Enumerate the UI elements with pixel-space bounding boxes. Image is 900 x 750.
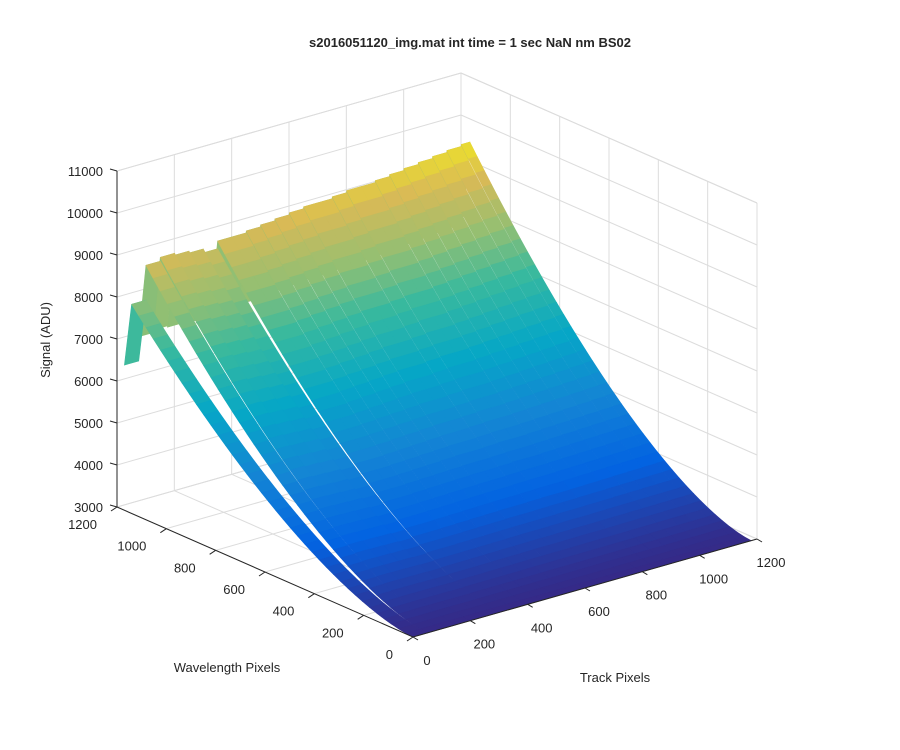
- z-tick-label: 9000: [74, 248, 103, 263]
- z-tick-label: 3000: [74, 500, 103, 515]
- y-tick-label: 1200: [68, 517, 97, 532]
- y-tick-label: 800: [174, 560, 196, 575]
- box-edge: [116, 72, 462, 172]
- x-tick-mark: [584, 587, 591, 592]
- z-tick-mark: [109, 378, 118, 382]
- x-tick-label: 1000: [699, 571, 728, 586]
- chart-title: s2016051120_img.mat int time = 1 sec NaN…: [309, 35, 631, 50]
- box-edge: [460, 72, 758, 204]
- z-tick-mark: [109, 420, 118, 424]
- z-tick-mark: [109, 210, 118, 214]
- x-tick-label: 1200: [757, 555, 786, 570]
- y-tick-mark: [406, 636, 414, 642]
- x-tick-mark: [699, 554, 705, 559]
- x-tick-label: 200: [473, 637, 495, 652]
- z-tick-mark: [109, 336, 118, 340]
- z-tick-label: 6000: [74, 374, 103, 389]
- y-tick-mark: [110, 506, 118, 512]
- tick-labels: 0 200 400 600 800 1000 1200 0 200 400 600 800 1000 12…: [67, 164, 786, 668]
- y-tick-mark: [258, 571, 266, 577]
- z-tick-mark: [109, 462, 118, 466]
- x-tick-mark: [470, 620, 476, 625]
- z-tick-mark: [109, 168, 118, 172]
- z-tick-label: 11000: [68, 164, 103, 179]
- y-axis-label: Wavelength Pixels: [174, 660, 281, 675]
- z-tick-mark: [109, 294, 118, 298]
- x-tick-mark: [756, 538, 763, 543]
- x-tick-mark: [642, 571, 648, 576]
- y-tick-mark: [160, 528, 167, 534]
- z-tick-label: 8000: [74, 290, 103, 305]
- y-tick-label: 600: [223, 582, 245, 597]
- x-tick-label: 600: [588, 604, 610, 619]
- y-tick-label: 400: [273, 604, 295, 619]
- x-tick-label: 400: [531, 620, 553, 635]
- y-tick-label: 200: [322, 625, 344, 640]
- z-tick-mark: [109, 504, 118, 508]
- y-tick-mark: [308, 593, 315, 599]
- y-tick-label: 0: [386, 647, 393, 662]
- y-tick-label: 1000: [117, 539, 146, 554]
- z-tick-label: 4000: [74, 458, 103, 473]
- y-tick-mark: [209, 549, 216, 555]
- y-tick-mark: [357, 614, 364, 620]
- axes: [109, 168, 763, 642]
- x-tick-label: 800: [645, 588, 667, 603]
- x-tick-label: 0: [423, 653, 430, 668]
- x-axis-label: Track Pixels: [580, 670, 651, 685]
- z-tick-label: 10000: [67, 206, 103, 221]
- z-tick-label: 5000: [74, 416, 103, 431]
- x-tick-mark: [412, 636, 419, 641]
- z-axis-label: Signal (ADU): [38, 302, 53, 378]
- surface-plot: [124, 141, 753, 638]
- z-tick-mark: [109, 252, 118, 256]
- z-tick-label: 7000: [74, 332, 103, 347]
- x-tick-mark: [527, 603, 533, 608]
